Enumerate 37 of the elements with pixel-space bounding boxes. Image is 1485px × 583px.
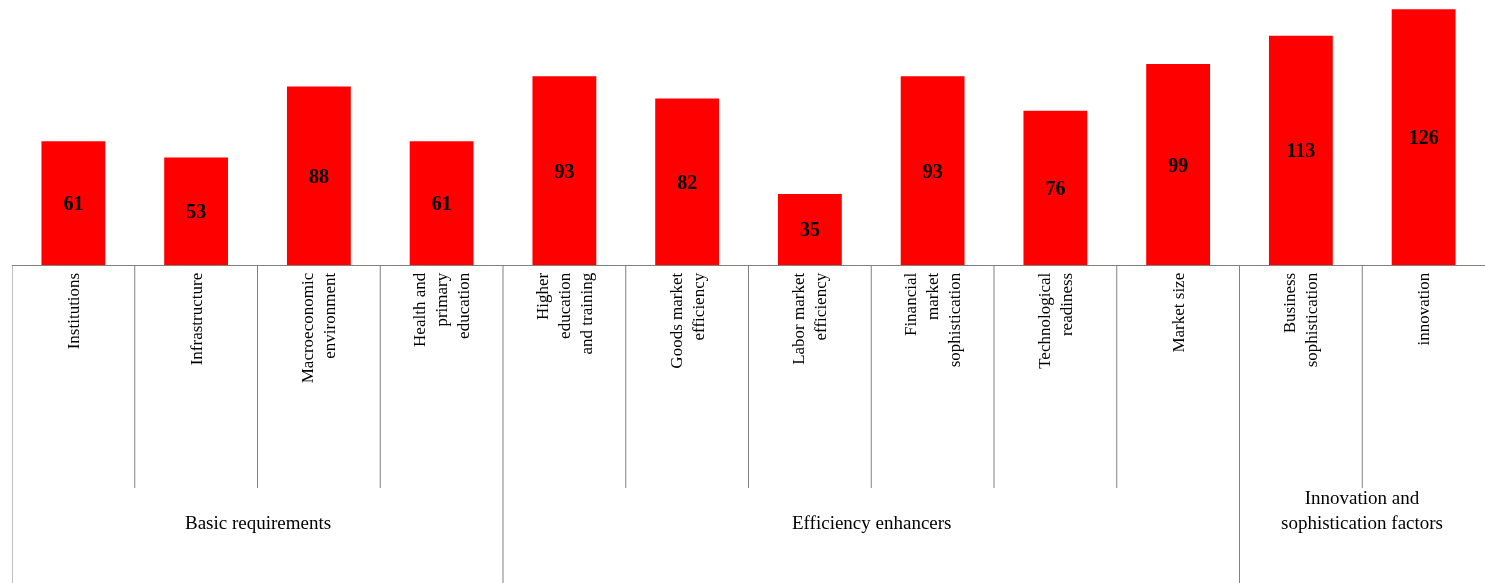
x-tick-label: Health and primary education [410, 272, 474, 347]
x-tick-label: Technological readiness [1034, 272, 1076, 369]
bar [1023, 110, 1088, 265]
data-label: 93 [554, 159, 575, 182]
bar [900, 76, 965, 265]
bar [286, 86, 351, 265]
data-label: 61 [63, 192, 84, 215]
bar [532, 76, 597, 265]
data-label: 35 [799, 218, 820, 241]
bar [41, 141, 106, 265]
data-label: 126 [1408, 126, 1439, 149]
text: Basic requirements [185, 512, 332, 533]
data-label: 53 [186, 200, 207, 223]
data-label: 99 [1168, 153, 1189, 176]
text: Innovation and sophistication factors [1281, 487, 1443, 533]
bar [409, 141, 474, 265]
x-tick-label: Institutions [63, 272, 83, 350]
bar [655, 98, 720, 265]
data-label: 82 [677, 170, 698, 193]
bar [1268, 35, 1333, 265]
data-label: 61 [431, 192, 452, 215]
data-label: 88 [308, 164, 329, 187]
text: Efficiency enhancers [792, 512, 952, 533]
bar [164, 157, 229, 265]
x-tick-label: Goods market efficiency [666, 272, 708, 369]
x-tick-label: innovation [1414, 272, 1434, 346]
bar [1146, 64, 1211, 265]
x-tick-label: Market size [1168, 272, 1188, 353]
data-label: 93 [922, 159, 943, 182]
x-tick-label: Labor market efficiency [789, 272, 831, 365]
bar [777, 193, 842, 265]
bar [1391, 9, 1456, 265]
data-label: 113 [1286, 139, 1316, 162]
x-tick-label: Macroeconomic environment [298, 272, 340, 384]
data-label: 76 [1045, 176, 1066, 199]
x-tick-label: Infrastructure [186, 272, 206, 366]
x-tick-label: Business sophistication [1280, 272, 1322, 368]
